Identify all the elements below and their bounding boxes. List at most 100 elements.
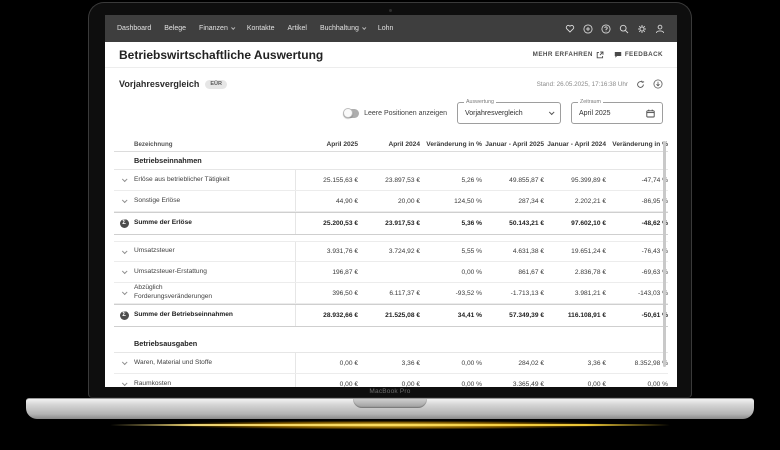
nav-item-finanzen[interactable]: Finanzen [199,25,236,32]
table-row-sonstige-erlöse[interactable]: Sonstige Erlöse 44,90 € 20,00 € 124,50 % 287… [114,191,668,212]
row-label-cell: Abzüglich Forderungsveränderungen [114,283,296,303]
column-header-veränderung-in-3: Veränderung in % [426,141,482,148]
top-nav: Dashboard Belege Finanzen Kontakte Artikel Bu… [105,15,677,42]
download-icon[interactable] [653,79,663,89]
column-header-januar-april-2024-5: Januar - April 2024 [547,141,606,148]
column-header-januar-april-2025-4: Januar - April 2025 [485,141,544,148]
status-text: Stand: 26.05.2025, 17:16:38 Uhr [536,80,628,88]
value-cell: 0,00 € [401,380,420,388]
nav-icons [565,23,665,34]
expand-chevron-icon[interactable] [121,247,128,254]
row-icon-gutter [114,289,134,296]
row-label: Abzüglich Forderungsveränderungen [134,284,213,300]
value-cell: 3.365,49 € [512,380,544,388]
nav-item-label: Kontakte [246,25,275,32]
value-cell: 0,00 € [339,380,358,388]
empty-positions-toggle[interactable] [343,108,360,118]
section-row-betriebsausgaben: Betriebsausgaben [114,335,668,353]
help-icon[interactable] [601,23,611,34]
toggle-label: Leere Positionen anzeigen [364,109,447,117]
value-cell: -76,43 % [641,248,668,255]
sum-row-summe-der-betriebseinnahmen: Σ Summe der Betriebseinnahmen 28.932,66 € 2… [114,304,668,327]
value-cell: -86,95 % [641,197,668,205]
row-label-cell: Σ Summe der Erlöse [114,213,296,234]
nav-item-artikel[interactable]: Artikel [287,25,306,32]
row-label-cell: Sonstige Erlöse [114,191,296,211]
page-header: Betriebswirtschaftliche Auswertung MEHR … [105,42,677,68]
value-cell: 3.931,76 € [326,248,358,255]
nav-item-belege[interactable]: Belege [164,25,186,32]
table-row-umsatzsteuer-erstattung[interactable]: Umsatzsteuer-Erstattung 196,87 € 0,00 % 861… [114,262,668,283]
row-icon-gutter [114,197,134,204]
external-link-icon [596,51,604,59]
column-header-april-2024-2: April 2024 [388,141,420,148]
expand-chevron-icon[interactable] [121,176,128,183]
table-row-umsatzsteuer[interactable]: Umsatzsteuer 3.931,76 € 3.724,92 € 5,55 % 4.… [114,241,668,262]
zeitraum-field[interactable]: Zeitraum April 2025 [571,99,663,124]
row-icon-gutter: Σ [114,219,134,228]
row-icon-gutter: Σ [114,311,134,320]
speech-bubble-icon [614,51,622,59]
search-icon[interactable] [619,24,629,34]
column-header-april-2025-1: April 2025 [326,141,358,148]
nav-item-buchhaltung[interactable]: Buchhaltung [320,25,367,32]
nav-item-lohn[interactable]: Lohn [378,25,394,32]
table-row-raumkosten[interactable]: Raumkosten 0,00 € 0,00 € 0,00 % 3.365,49 € 0,… [114,374,668,387]
zeitraum-field-value: April 2025 [579,109,611,117]
auswertung-select-label: Auswertung [464,99,496,105]
expand-chevron-icon[interactable] [121,268,128,275]
value-cell: 0,00 % [647,380,668,388]
row-label-cell: Umsatzsteuer-Erstattung [114,262,296,282]
report-status-area: Stand: 26.05.2025, 17:16:38 Uhr [537,79,663,89]
row-label-cell: Waren, Material und Stoffe [114,353,296,373]
value-cell: -69,63 % [641,268,668,276]
row-label: Summe der Betriebseinnahmen [134,311,233,319]
value-cell: 28.932,66 € [323,312,358,319]
nav-item-kontakte[interactable]: Kontakte [247,25,275,32]
nav-item-dashboard[interactable]: Dashboard [117,25,151,32]
heart-icon[interactable] [565,24,575,34]
value-cell: -50,61 % [641,312,668,319]
column-header-veränderung-in-6: Veränderung in % [612,141,668,148]
value-cell: 5,26 % [461,176,482,184]
feedback-link[interactable]: FEEDBACK [614,51,663,59]
section-label: Betriebseinnahmen [134,156,202,165]
plus-circle-icon[interactable] [583,23,593,34]
table-scrollbar[interactable] [663,141,666,367]
nav-item-label: Dashboard [117,25,152,32]
row-label: Sonstige Erlöse [134,196,181,204]
value-cell: 34,41 % [457,312,482,319]
row-icon-gutter [114,268,134,275]
value-cell: 3,36 € [587,359,606,367]
table-row-erlöse-aus-betrieblicher-tätigkeit[interactable]: Erlöse aus betrieblicher Tätigkeit 25.155… [114,170,668,191]
value-cell: 57.349,39 € [509,312,544,319]
value-cell: -48,62 % [641,220,668,227]
row-label: Raumkosten [134,379,172,387]
value-cell: 3,36 € [401,359,420,367]
sum-icon: Σ [119,311,129,320]
table-row-waren-material-und-stoffe[interactable]: Waren, Material und Stoffe 0,00 € 3,36 € 0,… [114,353,668,374]
value-cell: 3.724,92 € [388,248,420,255]
value-cell: 25.155,63 € [323,176,358,184]
glow-light-core [110,424,670,426]
value-cell: 2.836,78 € [574,268,606,276]
expand-chevron-icon[interactable] [121,380,128,387]
value-cell: -47,74 % [641,176,668,184]
user-icon[interactable] [655,24,665,34]
laptop-lid: Dashboard Belege Finanzen Kontakte Artikel Bu… [88,2,692,398]
empty-positions-toggle-group: Leere Positionen anzeigen [343,108,447,118]
sum-icon: Σ [119,219,129,228]
refresh-icon[interactable] [636,79,645,89]
more-link[interactable]: MEHR ERFAHREN [533,51,604,59]
row-label: Umsatzsteuer [134,247,175,255]
expand-chevron-icon[interactable] [121,197,128,204]
auswertung-select[interactable]: Auswertung Vorjahresvergleich [457,99,561,124]
expand-chevron-icon[interactable] [121,289,128,296]
gear-icon[interactable] [637,24,647,34]
row-icon-gutter [114,359,134,366]
value-cell: 116.108,91 € [567,312,606,319]
table-row-abzüglich-forderungsveränderungen[interactable]: Abzüglich Forderungsveränderungen 396,50 … [114,283,668,304]
expand-chevron-icon[interactable] [121,359,128,366]
row-label: Summe der Erlöse [134,219,192,227]
chevron-down-icon [361,25,367,30]
